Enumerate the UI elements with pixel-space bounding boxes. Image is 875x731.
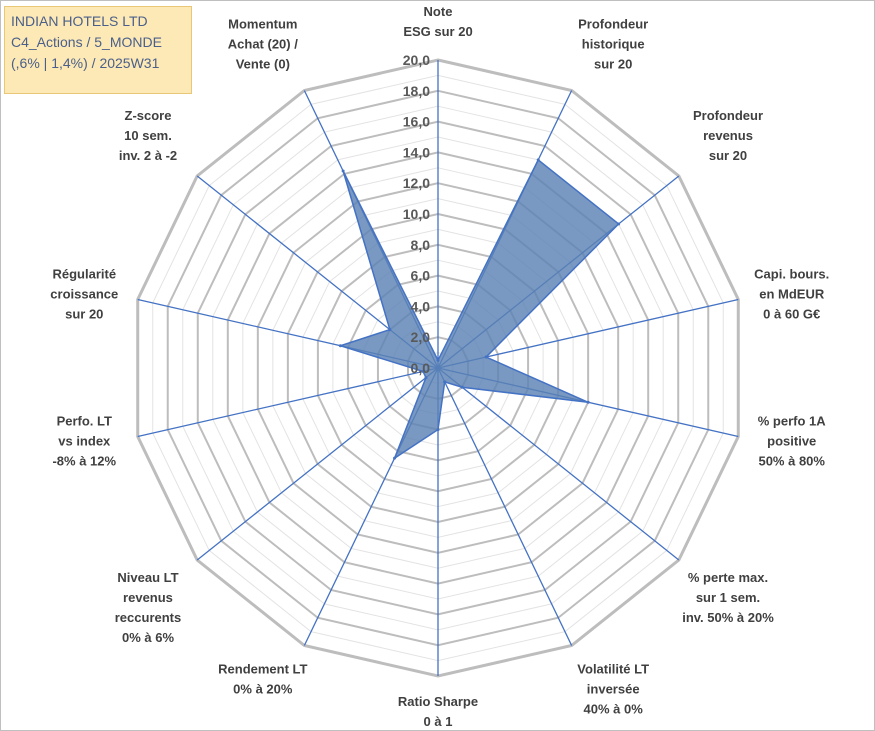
tick-label: 10,0 bbox=[403, 206, 430, 222]
axis-label-line: 10 sem. bbox=[124, 128, 172, 143]
axis-label-line: Note bbox=[424, 4, 453, 19]
axis-label-line: revenus bbox=[123, 590, 173, 605]
data-point bbox=[424, 376, 428, 380]
data-point bbox=[393, 456, 397, 460]
data-point bbox=[460, 385, 464, 389]
chart-title-box: INDIAN HOTELS LTD C4_Actions / 5_MONDE (… bbox=[4, 6, 192, 94]
axis-label-line: inversée bbox=[587, 681, 640, 696]
axis-label-line: Rendement LT bbox=[218, 661, 307, 676]
axis-label-line: vs index bbox=[58, 433, 111, 448]
axis-label-line: Ratio Sharpe bbox=[398, 694, 478, 709]
axis-label-line: sur 1 sem. bbox=[696, 590, 760, 605]
axis-label-line: revenus bbox=[703, 128, 753, 143]
axis-label-line: % perte max. bbox=[688, 570, 768, 585]
axis-label: Profondeur historique sur 20 bbox=[578, 17, 648, 72]
axis-label-line: Achat (20) / bbox=[228, 37, 298, 52]
axis-label-line: % perfo 1A bbox=[758, 413, 827, 428]
axis-label: Rendement LT 0% à 20% bbox=[218, 661, 307, 696]
axis-label-line: historique bbox=[582, 37, 645, 52]
axis-label: % perfo 1A positive 50% à 80% bbox=[758, 413, 827, 468]
data-point bbox=[586, 400, 590, 404]
axis-label-line: reccurents bbox=[115, 610, 181, 625]
data-point bbox=[536, 158, 540, 162]
axis-label-line: inv. 2 à -2 bbox=[119, 148, 177, 163]
axis-label-line: Niveau LT bbox=[117, 570, 178, 585]
axis-label-line: Profondeur bbox=[693, 108, 763, 123]
axis-label-line: inv. 50% à 20% bbox=[682, 610, 774, 625]
axis-spoke bbox=[437, 367, 680, 561]
axis-label: % perte max. sur 1 sem. inv. 50% à 20% bbox=[682, 570, 774, 625]
axis-label-line: positive bbox=[767, 433, 816, 448]
tick-label: 4,0 bbox=[411, 298, 431, 314]
axis-label-line: sur 20 bbox=[65, 307, 103, 322]
period-label: (,6% | 1,4%) / 2025W31 bbox=[11, 55, 160, 71]
tick-label: 8,0 bbox=[411, 237, 431, 253]
data-point bbox=[443, 380, 447, 384]
tick-label: 12,0 bbox=[403, 175, 430, 191]
axis-label: Momentum Achat (20) / Vente (0) bbox=[228, 17, 298, 72]
tick-label: 18,0 bbox=[403, 83, 430, 99]
data-point bbox=[388, 328, 392, 332]
axis-label-line: 0 à 1 bbox=[424, 714, 453, 729]
company-name: INDIAN HOTELS LTD bbox=[11, 13, 148, 29]
data-point bbox=[436, 358, 440, 362]
axis-label-line: 0% à 6% bbox=[122, 630, 174, 645]
tick-label: 20,0 bbox=[403, 52, 430, 68]
axis-label-line: ESG sur 20 bbox=[403, 24, 472, 39]
axis-label: Perfo. LT vs index -8% à 12% bbox=[52, 413, 116, 468]
category-label: C4_Actions / 5_MONDE bbox=[11, 34, 162, 50]
data-point bbox=[436, 428, 440, 432]
axis-spoke bbox=[196, 367, 439, 561]
axis-label-line: -8% à 12% bbox=[52, 453, 116, 468]
tick-label: 14,0 bbox=[403, 144, 430, 160]
axis-spoke bbox=[137, 367, 439, 438]
axis-label-line: Volatilité LT bbox=[577, 661, 649, 676]
axis-label-line: Vente (0) bbox=[236, 57, 290, 72]
axis-label-line: Perfo. LT bbox=[57, 413, 112, 428]
axis-label-line: Capi. bours. bbox=[754, 267, 829, 282]
axis-label-line: Z-score bbox=[125, 108, 172, 123]
axis-label: Niveau LT revenus reccurents 0% à 6% bbox=[115, 570, 181, 645]
axis-label: Note ESG sur 20 bbox=[403, 4, 472, 39]
axis-label-line: 0% à 20% bbox=[233, 681, 293, 696]
axis-label-line: Régularité bbox=[52, 267, 116, 282]
axis-label: Capi. bours. en MdEUR 0 à 60 G€ bbox=[754, 267, 829, 322]
tick-label: 2,0 bbox=[411, 329, 431, 345]
axis-label-line: sur 20 bbox=[709, 148, 747, 163]
axis-label-line: 0 à 60 G€ bbox=[763, 307, 820, 322]
tick-label: 0,0 bbox=[411, 360, 431, 376]
axis-label-line: croissance bbox=[50, 287, 118, 302]
data-point bbox=[421, 369, 425, 373]
axis-label-line: Momentum bbox=[228, 17, 297, 32]
data-point bbox=[341, 169, 345, 173]
tick-label: 16,0 bbox=[403, 114, 430, 130]
tick-label: 6,0 bbox=[411, 268, 431, 284]
axis-label: Volatilité LT inversée 40% à 0% bbox=[577, 661, 649, 716]
axis-label-line: Profondeur bbox=[578, 17, 648, 32]
axis-spoke bbox=[437, 367, 573, 646]
axis-label: Z-score 10 sem. inv. 2 à -2 bbox=[119, 108, 177, 163]
axis-label-line: 40% à 0% bbox=[584, 701, 644, 716]
axis-label-line: 50% à 80% bbox=[758, 453, 825, 468]
axis-label-line: sur 20 bbox=[594, 57, 632, 72]
data-point bbox=[617, 222, 621, 226]
axis-spoke bbox=[437, 298, 739, 369]
axis-label: Profondeur revenus sur 20 bbox=[693, 108, 763, 163]
axis-label-line: en MdEUR bbox=[759, 287, 825, 302]
data-point bbox=[338, 344, 342, 348]
axis-label: Régularité croissance sur 20 bbox=[50, 267, 118, 322]
data-point bbox=[484, 355, 488, 359]
axis-label: Ratio Sharpe 0 à 1 bbox=[398, 694, 478, 729]
